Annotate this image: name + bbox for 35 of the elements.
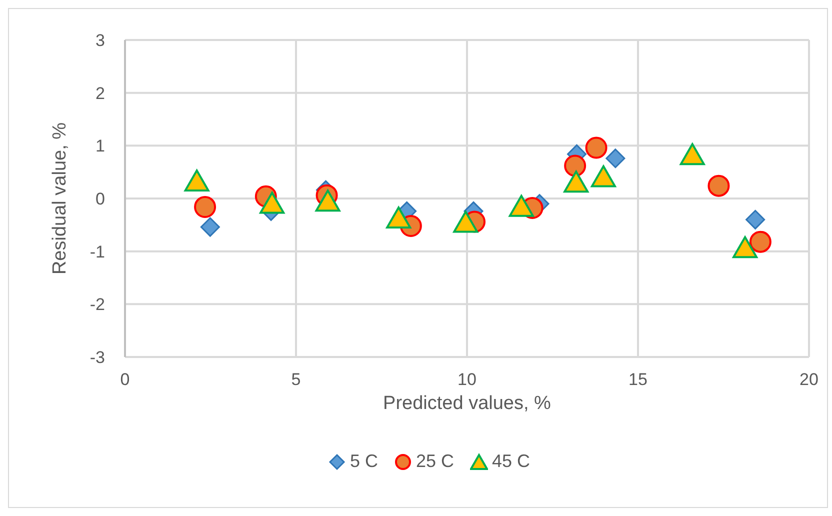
y-tick-label: -2: [90, 295, 105, 314]
legend-label: 45 C: [491, 451, 530, 472]
point: [200, 217, 220, 237]
y-tick-label: 3: [96, 31, 105, 50]
legend-label: 5 C: [348, 451, 378, 472]
point: [453, 210, 478, 233]
y-tick-label: -1: [90, 242, 105, 262]
y-tick-label: 1: [96, 136, 105, 156]
point: [732, 236, 758, 258]
point: [315, 190, 340, 212]
point: [606, 148, 626, 168]
x-tick-label: 20: [800, 370, 818, 390]
point: [184, 170, 210, 192]
x-axis-title: Predicted values, %: [383, 393, 552, 414]
x-tick-label: 0: [120, 370, 130, 390]
x-tick-label: 10: [458, 370, 476, 390]
y-axis-title: Residual value, %: [50, 122, 71, 275]
point: [746, 210, 766, 230]
point: [564, 154, 586, 177]
point: [260, 192, 285, 214]
x-tick-label: 15: [628, 370, 648, 390]
legend-label: 25 C: [414, 451, 454, 472]
y-tick-label: 0: [96, 190, 105, 209]
y-tick-label: 2: [96, 84, 105, 103]
y-tick-label: -3: [90, 348, 105, 368]
point: [590, 165, 616, 188]
point: [680, 143, 705, 166]
point: [194, 196, 216, 218]
point: [749, 230, 772, 253]
point: [585, 136, 608, 159]
point: [508, 194, 534, 217]
x-tick-label: 5: [291, 370, 301, 390]
point: [386, 206, 412, 229]
point: [564, 170, 589, 193]
point: [708, 174, 730, 197]
